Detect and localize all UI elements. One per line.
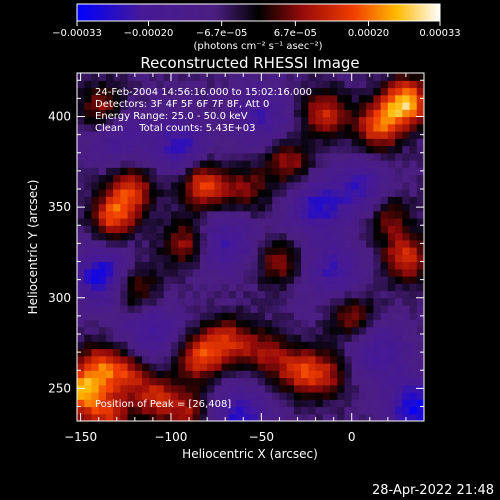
annotation-energy-range: Energy Range: 25.0 - 50.0 keV xyxy=(95,111,248,122)
y-tick-label: 250 xyxy=(48,381,71,395)
heatmap-image xyxy=(77,73,424,421)
axes: −150 −100 −50 0 250 300 350 400 xyxy=(48,73,425,444)
peak-position-label: Position of Peak = [26,408] xyxy=(95,399,231,410)
colorbar xyxy=(76,3,441,22)
colorbar-tick-label: 0.00020 xyxy=(348,28,389,39)
colorbar-tick-label: 0.00033 xyxy=(419,28,460,39)
x-tick-label: 0 xyxy=(348,430,356,444)
chart-title: Reconstructed RHESSI Image xyxy=(140,54,359,72)
annotation-time-range: 24-Feb-2004 14:56:16.000 to 15:02:16.000 xyxy=(95,87,312,98)
x-axis-label: Heliocentric X (arcsec) xyxy=(182,447,318,461)
x-tick-label: −50 xyxy=(249,430,274,444)
annotation-detectors: Detectors: 3F 4F 5F 6F 7F 8F, Att 0 xyxy=(95,99,269,110)
colorbar-tick-label: −0.00033 xyxy=(52,28,102,39)
y-tick-label: 400 xyxy=(48,110,71,124)
colorbar-units: (photons cm⁻² s⁻¹ asec⁻²) xyxy=(193,41,322,52)
y-tick-label: 300 xyxy=(48,291,71,305)
render-timestamp: 28-Apr-2022 21:48 xyxy=(372,483,494,498)
annotation-block: 24-Feb-2004 14:56:16.000 to 15:02:16.000… xyxy=(95,87,312,134)
colorbar-tick-label: −6.7e−05 xyxy=(196,28,248,39)
annotation-clean-counts: Clean Total counts: 5.43E+03 xyxy=(95,123,255,134)
colorbar-tick-label: 6.7e−05 xyxy=(274,28,317,39)
colorbar-tick-label: −0.00020 xyxy=(124,28,174,39)
y-axis-label: Heliocentric Y (arcsec) xyxy=(26,180,40,315)
colorbar-ticks: −0.00033 −0.00020 −6.7e−05 6.7e−05 0.00020 0.… xyxy=(52,21,461,39)
y-tick-label: 350 xyxy=(48,200,71,214)
x-tick-label: −100 xyxy=(154,430,187,444)
plot-frame xyxy=(76,72,425,422)
x-tick-label: −150 xyxy=(64,430,97,444)
